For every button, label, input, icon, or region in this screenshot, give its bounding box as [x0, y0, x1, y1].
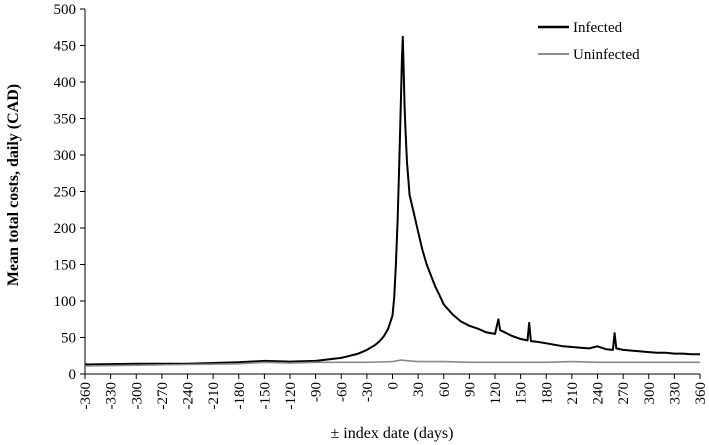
x-tick-label: 90: [462, 382, 478, 397]
x-tick-label: -150: [257, 382, 273, 410]
x-tick-label: -300: [129, 382, 145, 410]
x-tick-label: 0: [386, 382, 402, 390]
x-tick-label: -360: [78, 382, 94, 410]
x-tick-label: 150: [514, 382, 530, 405]
x-axis-title: ± index date (days): [331, 425, 454, 442]
x-tick-label: -30: [360, 382, 376, 402]
x-tick-label: 360: [693, 382, 709, 405]
x-tick-label: 210: [565, 382, 581, 405]
y-tick-label: 250: [54, 185, 77, 201]
x-tick-label: 240: [591, 382, 607, 405]
x-tick-label: 180: [539, 382, 555, 405]
series-lines: [84, 35, 700, 367]
x-tick-label: 330: [667, 382, 683, 405]
x-tick-label: 270: [616, 382, 632, 405]
x-tick-label: 30: [411, 382, 427, 397]
x-tick-label: -240: [181, 382, 197, 410]
x-tick-label: -270: [155, 382, 171, 410]
legend-label-uninfected: Uninfected: [573, 47, 640, 63]
y-tick-label: 500: [54, 2, 77, 18]
series-line-infected: [84, 35, 700, 366]
x-tick-label: -180: [232, 382, 248, 410]
y-tick-label: 450: [54, 39, 77, 55]
legend-label-infected: Infected: [573, 20, 623, 36]
y-axis-title: Mean total costs, daily (CAD): [5, 84, 22, 286]
y-axis: 0 50 100 150 200 250 300 350 400 450 500: [54, 2, 86, 383]
y-tick-label: 350: [54, 112, 77, 128]
x-tick-label: -60: [334, 382, 350, 402]
y-tick-label: 100: [54, 294, 77, 310]
x-tick-label: -120: [283, 382, 299, 410]
x-tick-label: -330: [104, 382, 120, 410]
x-tick-label: 60: [437, 382, 453, 397]
y-tick-label: 300: [54, 148, 77, 164]
series-line-uninfected: [84, 359, 700, 367]
x-axis: -360 -330 -300 -270 -240 -210 -180 -150 -120 -90-…: [78, 373, 709, 410]
legend: Infected Uninfected: [538, 20, 640, 63]
x-tick-label: 300: [642, 382, 658, 405]
x-tick-label: 120: [488, 382, 504, 405]
y-tick-label: 150: [54, 258, 77, 274]
x-tick-label: -210: [206, 382, 222, 410]
y-tick-label: 50: [61, 331, 76, 347]
y-tick-label: 400: [54, 75, 77, 91]
x-tick-label: -90: [309, 382, 325, 402]
y-tick-label: 200: [54, 221, 77, 237]
y-tick-label: 0: [69, 367, 77, 383]
